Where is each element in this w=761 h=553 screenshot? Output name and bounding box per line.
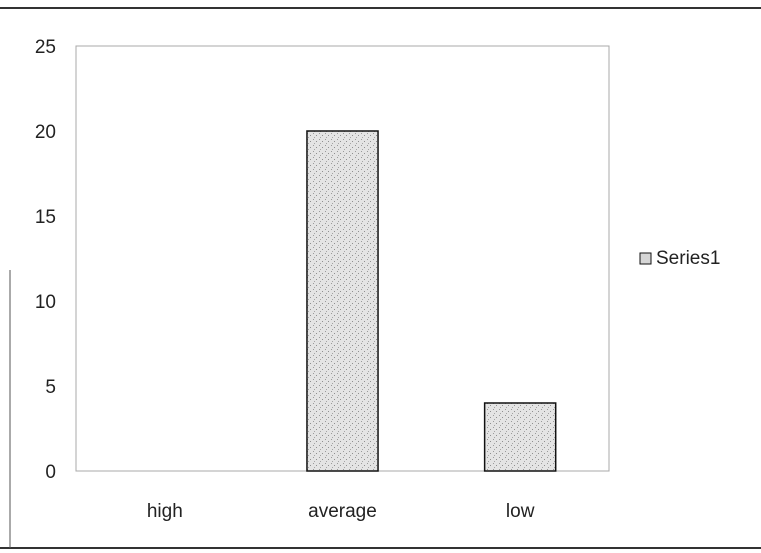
y-tick-label: 5 (45, 377, 56, 398)
x-axis: high average low (147, 501, 535, 522)
x-tick-label: high (147, 501, 183, 522)
legend: Series1 (639, 248, 720, 269)
bar-average (306, 130, 379, 472)
y-tick-label: 25 (35, 37, 56, 58)
x-tick-label: low (506, 501, 535, 522)
y-tick-label: 15 (35, 207, 56, 228)
x-tick-label: average (308, 501, 377, 522)
bars (306, 130, 557, 472)
legend-label: Series1 (656, 248, 720, 269)
legend-swatch (639, 252, 652, 265)
y-tick-label: 0 (45, 462, 56, 483)
y-tick-label: 10 (35, 292, 56, 313)
y-axis: 0 5 10 15 20 25 (35, 37, 56, 483)
y-tick-label: 20 (35, 122, 56, 143)
bar-low (483, 402, 557, 472)
